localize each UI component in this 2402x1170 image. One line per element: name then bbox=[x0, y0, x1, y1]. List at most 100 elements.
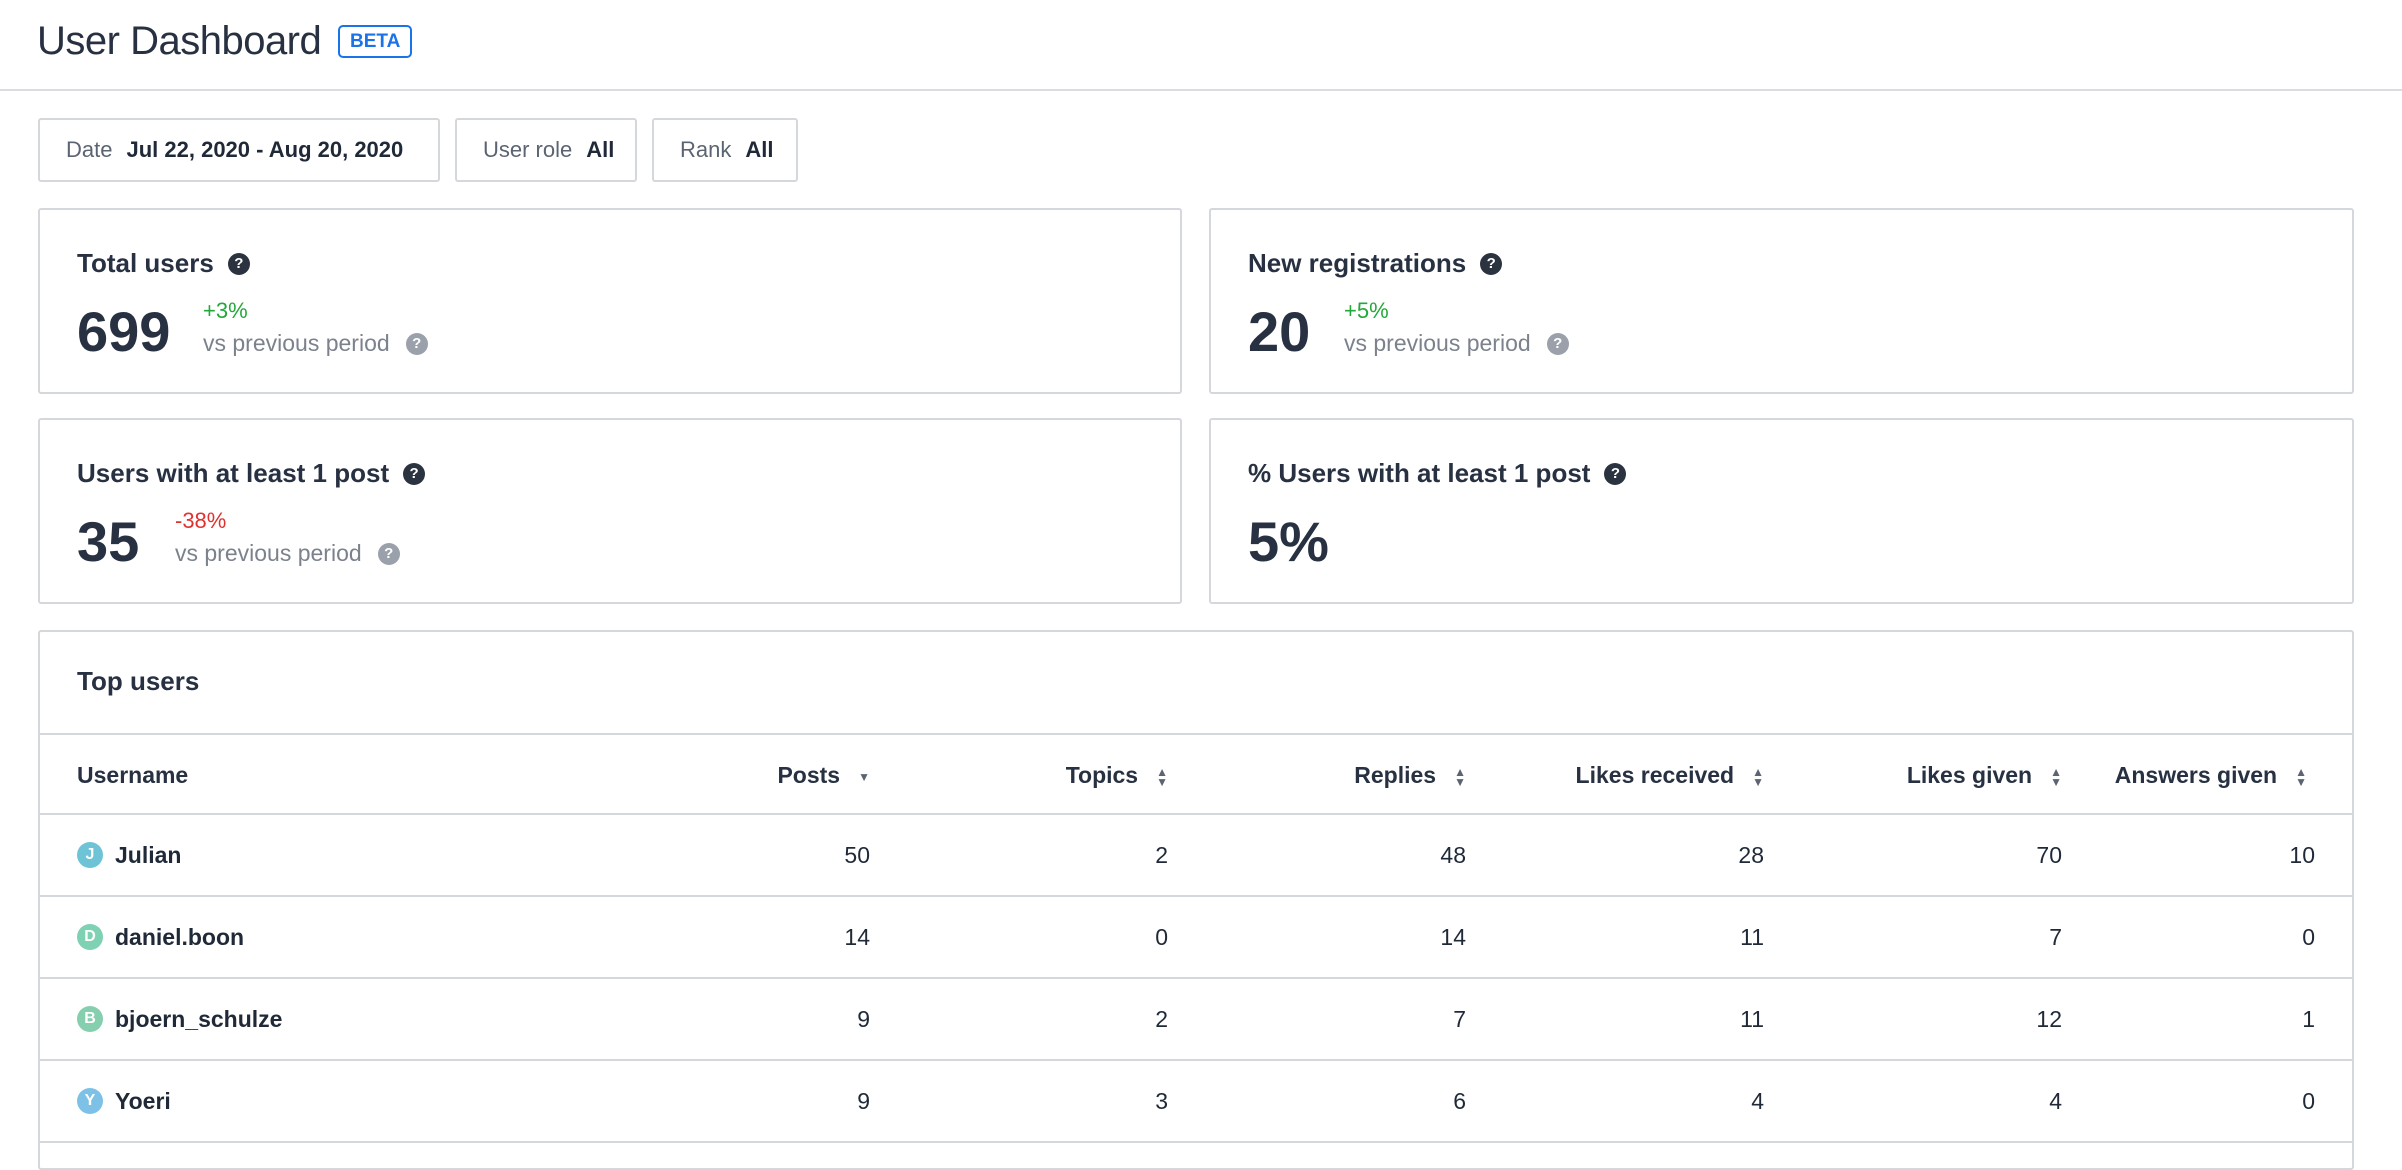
user-cell[interactable]: B bjoern_schulze bbox=[77, 979, 282, 1059]
likes-received-cell: 4 bbox=[1751, 1088, 1764, 1114]
date-filter-label: Date bbox=[66, 137, 113, 162]
answers-given-cell: 0 bbox=[2302, 924, 2315, 950]
total-users-compare: vs previous period ? bbox=[203, 330, 428, 357]
pct-users-with-post-value: 5% bbox=[1248, 510, 1329, 573]
user-role-filter-button[interactable]: User role All bbox=[455, 118, 637, 182]
total-users-delta: +3% bbox=[203, 298, 248, 323]
total-users-title: Total users ? bbox=[77, 248, 250, 279]
answers-given-cell: 0 bbox=[2302, 1088, 2315, 1114]
date-filter-value: Jul 22, 2020 - Aug 20, 2020 bbox=[126, 137, 404, 162]
users-with-post-card: Users with at least 1 post ? 35 -38% vs … bbox=[38, 418, 1182, 604]
help-icon[interactable]: ? bbox=[405, 332, 428, 355]
column-posts[interactable]: Posts ▼ bbox=[777, 735, 870, 815]
compare-text: vs previous period bbox=[175, 540, 362, 566]
username-link[interactable]: daniel.boon bbox=[115, 923, 245, 950]
column-replies[interactable]: Replies ▲ ▼ bbox=[1354, 735, 1466, 815]
username-link[interactable]: Yoeri bbox=[115, 1087, 171, 1114]
likes-given-cell: 4 bbox=[2049, 1088, 2062, 1114]
new-registrations-delta: +5% bbox=[1344, 298, 1389, 323]
column-answers-given[interactable]: Answers given ▲ ▼ bbox=[2115, 735, 2307, 815]
new-registrations-title: New registrations ? bbox=[1248, 248, 1503, 279]
sort-icon: ▲ ▼ bbox=[1752, 764, 1764, 789]
replies-cell: 48 bbox=[1440, 842, 1466, 868]
date-filter-button[interactable]: Date Jul 22, 2020 - Aug 20, 2020 bbox=[38, 118, 440, 182]
users-with-post-value: 35 bbox=[77, 510, 140, 573]
help-icon[interactable]: ? bbox=[403, 462, 426, 485]
avatar: Y bbox=[77, 1088, 103, 1114]
replies-cell: 14 bbox=[1440, 924, 1466, 950]
help-icon[interactable]: ? bbox=[377, 542, 400, 565]
rank-filter-value: All bbox=[745, 137, 774, 162]
users-with-post-compare: vs previous period ? bbox=[175, 540, 400, 567]
avatar: D bbox=[77, 924, 103, 950]
sort-icon: ▲ ▼ bbox=[1454, 764, 1466, 789]
sort-desc-icon: ▼ bbox=[858, 769, 870, 784]
column-likes-given-label: Likes given bbox=[1906, 762, 2033, 788]
compare-text: vs previous period bbox=[1344, 330, 1531, 356]
answers-given-cell: 10 bbox=[2289, 842, 2315, 868]
new-registrations-title-text: New registrations bbox=[1248, 248, 1467, 278]
pct-users-with-post-title: % Users with at least 1 post ? bbox=[1248, 458, 1627, 489]
username-link[interactable]: bjoern_schulze bbox=[115, 1005, 283, 1032]
sort-icon: ▲ ▼ bbox=[2295, 764, 2307, 789]
replies-cell: 6 bbox=[1453, 1088, 1466, 1114]
user-cell[interactable]: J Julian bbox=[77, 815, 181, 895]
posts-cell: 9 bbox=[857, 1006, 870, 1032]
user-cell[interactable]: D daniel.boon bbox=[77, 897, 244, 977]
likes-received-cell: 11 bbox=[1740, 1006, 1764, 1032]
user-role-filter-label: User role bbox=[483, 137, 573, 162]
rank-filter-button[interactable]: Rank All bbox=[652, 118, 798, 182]
avatar: J bbox=[77, 842, 103, 868]
column-topics-label: Topics bbox=[1065, 762, 1139, 788]
new-registrations-compare: vs previous period ? bbox=[1344, 330, 1569, 357]
table-header: Username Posts ▼ Topics ▲ ▼ Replies ▲ ▼ Likes… bbox=[40, 733, 2352, 815]
table-row: Y Yoeri 9 3 6 4 4 0 bbox=[40, 1061, 2352, 1143]
total-users-card: Total users ? 699 +3% vs previous period… bbox=[38, 208, 1182, 394]
rank-filter-label: Rank bbox=[680, 137, 732, 162]
help-icon[interactable]: ? bbox=[1546, 332, 1569, 355]
page-header: User Dashboard BETA bbox=[0, 0, 2402, 91]
column-answers-given-label: Answers given bbox=[2114, 762, 2278, 788]
sort-icon: ▲ ▼ bbox=[2050, 764, 2062, 789]
likes-given-cell: 7 bbox=[2049, 924, 2062, 950]
help-icon[interactable]: ? bbox=[1480, 252, 1503, 275]
table-row: D daniel.boon 14 0 14 11 7 0 bbox=[40, 897, 2352, 979]
users-with-post-delta: -38% bbox=[175, 508, 227, 533]
column-username[interactable]: Username bbox=[77, 735, 188, 815]
topics-cell: 2 bbox=[1155, 1006, 1168, 1032]
help-icon[interactable]: ? bbox=[1604, 462, 1627, 485]
column-likes-received[interactable]: Likes received ▲ ▼ bbox=[1576, 735, 1764, 815]
beta-badge: BETA bbox=[338, 25, 413, 58]
total-users-title-text: Total users bbox=[77, 248, 214, 278]
user-role-filter-value: All bbox=[586, 137, 615, 162]
column-replies-label: Replies bbox=[1354, 762, 1437, 788]
help-icon[interactable]: ? bbox=[227, 252, 250, 275]
top-users-card: Top users Username Posts ▼ Topics ▲ ▼ Repli… bbox=[38, 630, 2354, 1170]
new-registrations-value: 20 bbox=[1248, 300, 1311, 363]
column-username-label: Username bbox=[77, 762, 189, 788]
topics-cell: 3 bbox=[1155, 1088, 1168, 1114]
replies-cell: 7 bbox=[1453, 1006, 1466, 1032]
pct-users-with-post-title-text: % Users with at least 1 post bbox=[1248, 458, 1591, 488]
column-posts-label: Posts bbox=[777, 762, 841, 788]
username-link[interactable]: Julian bbox=[115, 841, 182, 868]
sort-icon: ▲ ▼ bbox=[1156, 764, 1168, 789]
pct-users-with-post-card: % Users with at least 1 post ? 5% bbox=[1209, 418, 2354, 604]
likes-given-cell: 70 bbox=[2036, 842, 2062, 868]
column-topics[interactable]: Topics ▲ ▼ bbox=[1066, 735, 1168, 815]
users-with-post-title: Users with at least 1 post ? bbox=[77, 458, 426, 489]
table-row: J Julian 50 2 48 28 70 10 bbox=[40, 815, 2352, 897]
answers-given-cell: 1 bbox=[2302, 1006, 2315, 1032]
user-cell[interactable]: Y Yoeri bbox=[77, 1061, 171, 1141]
avatar: B bbox=[77, 1006, 103, 1032]
users-with-post-title-text: Users with at least 1 post bbox=[77, 458, 390, 488]
likes-given-cell: 12 bbox=[2036, 1006, 2062, 1032]
likes-received-cell: 28 bbox=[1738, 842, 1764, 868]
column-likes-received-label: Likes received bbox=[1575, 762, 1735, 788]
column-likes-given[interactable]: Likes given ▲ ▼ bbox=[1907, 735, 2062, 815]
new-registrations-card: New registrations ? 20 +5% vs previous p… bbox=[1209, 208, 2354, 394]
compare-text: vs previous period bbox=[203, 330, 390, 356]
likes-received-cell: 11 bbox=[1740, 924, 1764, 950]
posts-cell: 9 bbox=[857, 1088, 870, 1114]
topics-cell: 2 bbox=[1155, 842, 1168, 868]
